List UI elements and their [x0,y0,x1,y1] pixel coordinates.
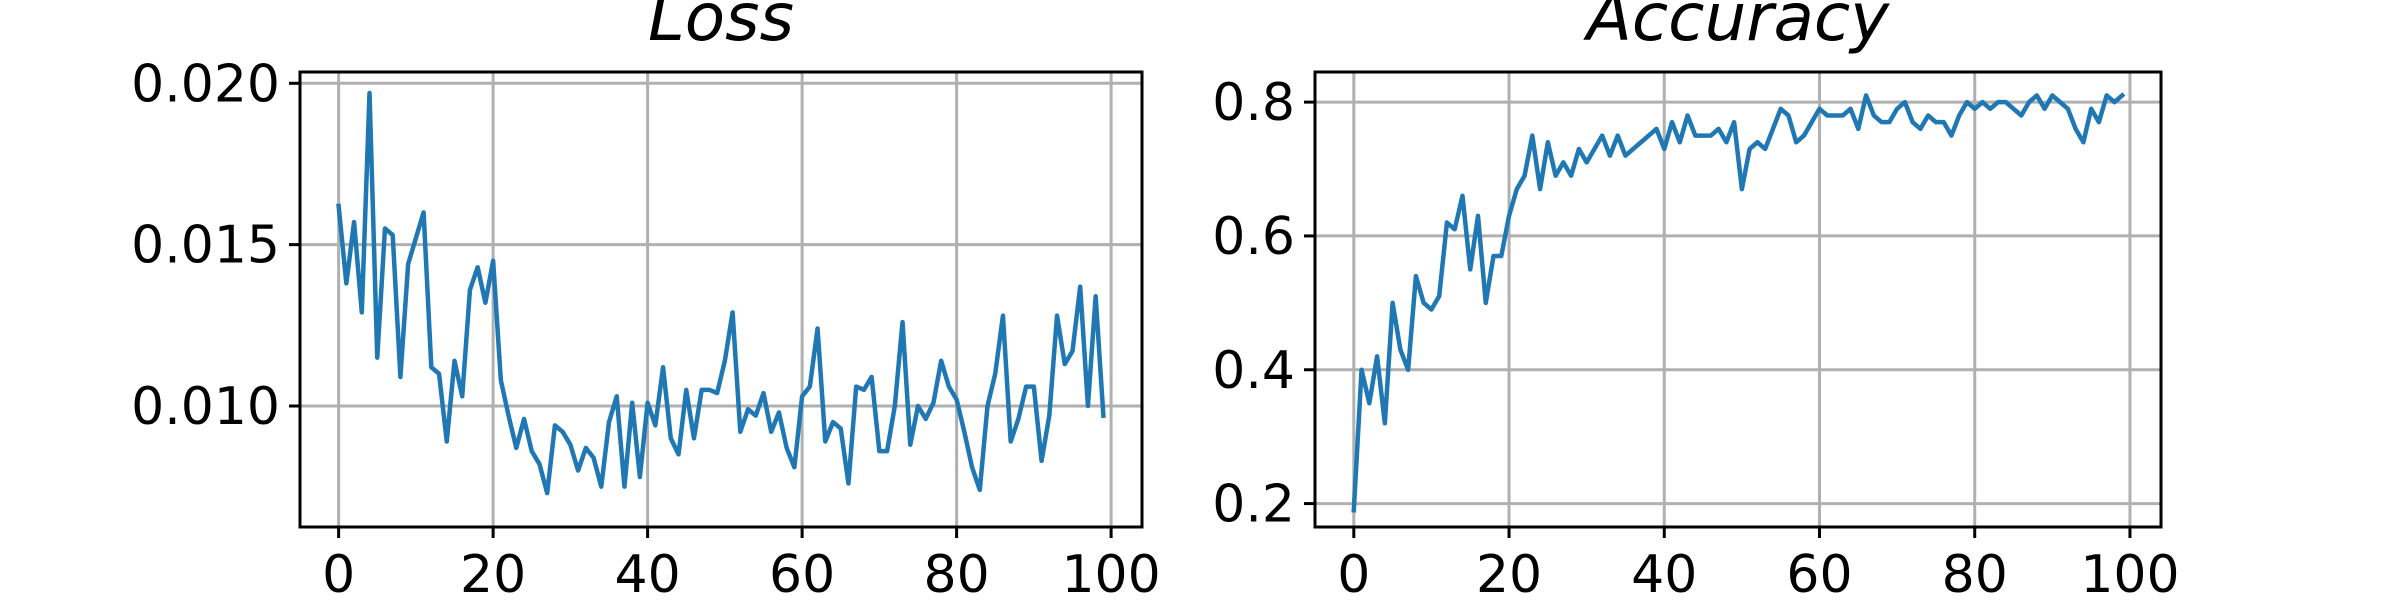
loss-title: Loss [648,0,794,56]
loss-ytick-label: 0.015 [131,216,280,276]
accuracy-xtick-label: 40 [1631,545,1697,600]
accuracy-chart: 0 20 40 60 80 100 0.2 0.4 0.6 0.8 Accuracy [1212,0,2179,600]
loss-grid [300,72,1142,527]
accuracy-xtick-label: 100 [2080,545,2179,600]
loss-ytick-label: 0.010 [131,377,280,437]
accuracy-ytick-label: 0.4 [1212,341,1295,401]
accuracy-ytick-label: 0.2 [1212,475,1295,535]
loss-xtick-label: 40 [615,545,681,600]
accuracy-grid [1315,72,2161,527]
loss-xtick-label: 20 [460,545,526,600]
loss-series-line [336,90,1106,496]
accuracy-title: Accuracy [1583,0,1890,56]
accuracy-xtick-label: 20 [1476,545,1542,600]
accuracy-ytick-label: 0.6 [1212,207,1295,267]
loss-xtick-label: 100 [1061,545,1160,600]
loss-chart: 0 20 40 60 80 100 0.010 0.015 0.020 Loss [131,0,1161,600]
loss-xtick-label: 60 [769,545,835,600]
accuracy-xtick-label: 0 [1337,545,1370,600]
accuracy-xtick-label: 80 [1942,545,2008,600]
accuracy-axes-frame [1313,70,2163,529]
accuracy-ticks: 0 20 40 60 80 100 0.2 0.4 0.6 0.8 [1212,73,2179,600]
accuracy-ytick-label: 0.8 [1212,73,1295,133]
loss-axes-frame [298,70,1144,529]
loss-ticks: 0 20 40 60 80 100 0.010 0.015 0.020 [131,54,1161,600]
accuracy-xtick-label: 60 [1786,545,1852,600]
loss-plot-area [300,72,1142,527]
loss-xtick-label: 80 [924,545,990,600]
accuracy-series-line [1351,92,2126,513]
loss-xtick-label: 0 [322,545,355,600]
loss-ytick-label: 0.020 [131,54,280,114]
